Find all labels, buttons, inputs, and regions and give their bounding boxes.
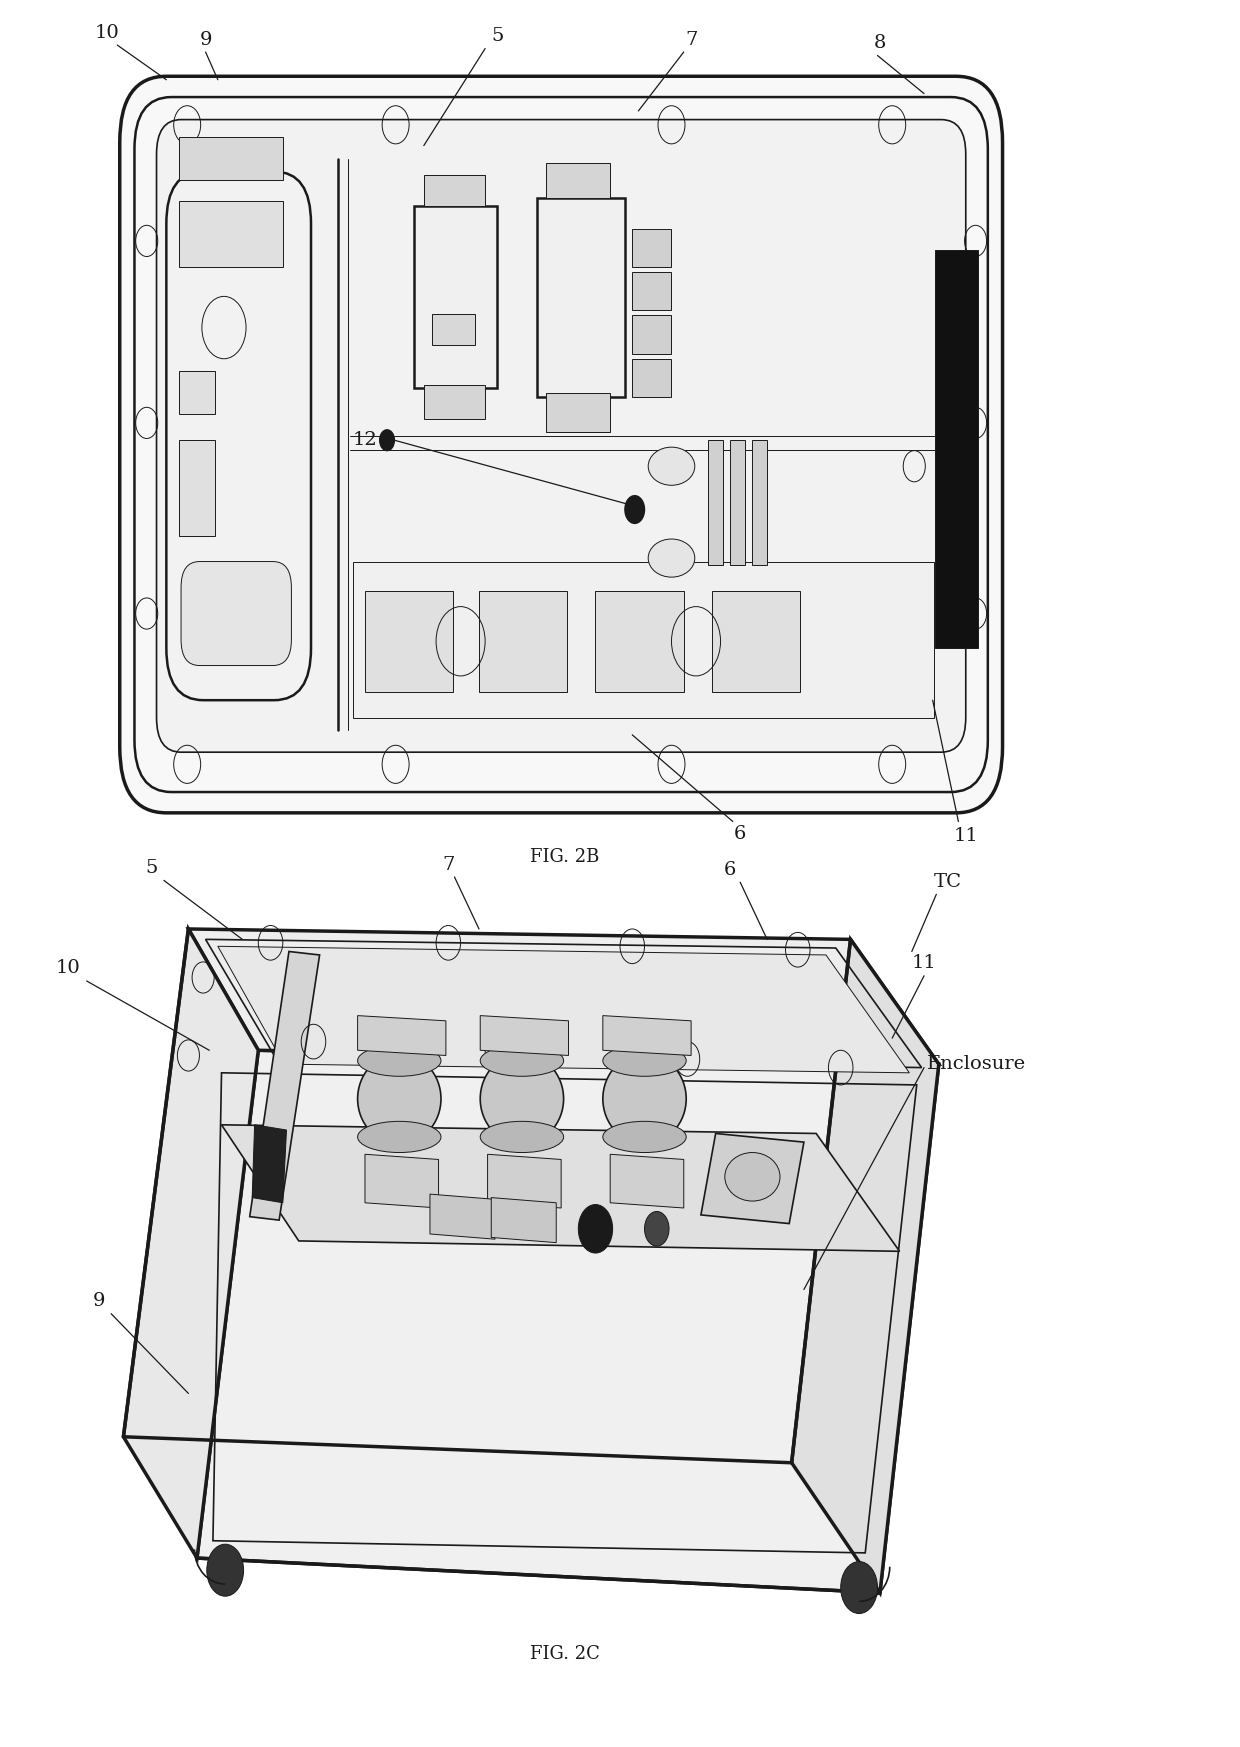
Ellipse shape [357, 1122, 441, 1153]
Ellipse shape [649, 540, 694, 577]
Polygon shape [222, 1125, 899, 1251]
Ellipse shape [357, 1053, 441, 1144]
Bar [632, 316, 672, 353]
Text: 7: 7 [443, 856, 455, 874]
Bar [365, 590, 454, 692]
Bar [595, 590, 683, 692]
Polygon shape [357, 1015, 446, 1055]
Bar [179, 201, 283, 267]
Polygon shape [701, 1134, 804, 1223]
Text: 10: 10 [95, 24, 120, 42]
FancyBboxPatch shape [120, 77, 1003, 812]
Bar [424, 384, 485, 419]
Circle shape [841, 1562, 878, 1614]
Polygon shape [610, 1155, 683, 1207]
Text: TC: TC [934, 874, 962, 891]
FancyBboxPatch shape [181, 561, 291, 666]
Bar [708, 440, 723, 564]
Ellipse shape [725, 1153, 780, 1200]
Ellipse shape [480, 1122, 564, 1153]
Bar [424, 175, 485, 206]
Bar [632, 358, 672, 397]
Text: 11: 11 [954, 826, 978, 846]
Ellipse shape [357, 1045, 441, 1076]
Ellipse shape [603, 1053, 686, 1144]
Polygon shape [791, 940, 939, 1593]
Bar [179, 370, 216, 414]
Text: 6: 6 [724, 861, 737, 879]
Text: FIG. 2C: FIG. 2C [529, 1644, 600, 1663]
Bar [179, 136, 283, 180]
Bar [433, 314, 475, 344]
Bar [179, 440, 216, 536]
Circle shape [578, 1204, 613, 1253]
Text: 12: 12 [352, 432, 377, 449]
Bar [935, 250, 978, 648]
Text: 7: 7 [684, 30, 697, 49]
Bar [547, 162, 610, 197]
Circle shape [207, 1544, 243, 1597]
Polygon shape [188, 929, 939, 1064]
Text: 11: 11 [911, 954, 936, 973]
Ellipse shape [603, 1122, 686, 1153]
Polygon shape [603, 1015, 691, 1055]
Bar [632, 229, 672, 267]
Bar [712, 590, 800, 692]
Circle shape [379, 430, 394, 451]
Polygon shape [430, 1195, 495, 1239]
Bar [753, 440, 768, 564]
Bar [547, 393, 610, 432]
Circle shape [645, 1211, 670, 1246]
Bar [730, 440, 745, 564]
Bar [352, 561, 934, 718]
Text: 9: 9 [200, 30, 212, 49]
Text: FIG. 2B: FIG. 2B [531, 847, 599, 865]
Bar [479, 590, 567, 692]
Text: 6: 6 [734, 825, 746, 844]
Polygon shape [491, 1198, 557, 1242]
Polygon shape [124, 929, 258, 1558]
Ellipse shape [649, 447, 694, 486]
Bar [537, 197, 625, 397]
Polygon shape [365, 1155, 439, 1207]
Ellipse shape [480, 1045, 564, 1076]
Polygon shape [218, 947, 909, 1073]
Text: 5: 5 [145, 860, 157, 877]
Polygon shape [252, 1125, 286, 1202]
Polygon shape [480, 1015, 568, 1055]
Bar [414, 206, 497, 388]
Polygon shape [197, 1050, 939, 1593]
FancyBboxPatch shape [156, 119, 966, 753]
Circle shape [625, 496, 645, 524]
Polygon shape [249, 952, 320, 1219]
Ellipse shape [480, 1053, 564, 1144]
Bar [632, 273, 672, 311]
Text: 10: 10 [56, 959, 81, 978]
Text: 9: 9 [93, 1293, 105, 1310]
Polygon shape [487, 1155, 562, 1207]
Text: 5: 5 [491, 26, 503, 45]
Ellipse shape [603, 1045, 686, 1076]
Text: Enclosure: Enclosure [926, 1055, 1025, 1073]
Text: 8: 8 [874, 33, 887, 52]
